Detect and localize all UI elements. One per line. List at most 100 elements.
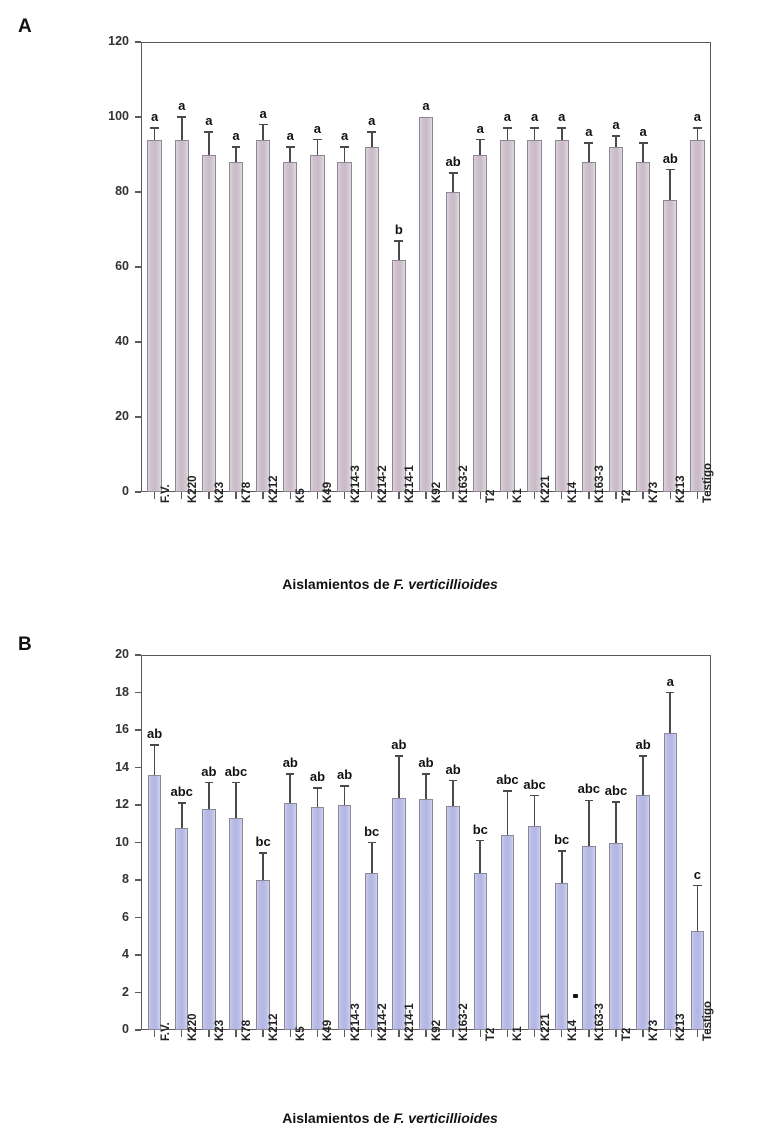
panel-a-x-tick-label: K220 [186,475,199,504]
panel-b-x-tick-mark [153,1030,156,1037]
panel-a-y-tick-label: 20 [115,409,129,423]
error-bar-stem [343,786,346,805]
error-bar-stem [398,240,400,260]
panel-a-x-tick-label: K14 [566,481,579,503]
error-bar-cap [448,779,458,782]
significance-letter: a [639,124,647,140]
error-bar-cap [584,799,594,802]
panel-b-x-tick-label: K213 [675,1013,688,1042]
bar [364,147,379,492]
panel-b-x-tick-label: K163-2 [458,1003,471,1041]
panel-b-x-axis-title: Aislamientos de F. verticillioides [0,1110,780,1126]
significance-letter: a [259,105,267,121]
error-bar-stem [696,885,699,931]
significance-letter: abc [170,784,193,800]
error-bar-stem [560,850,563,883]
bar [391,259,407,492]
panel-a-y-tick-label: 80 [115,184,129,198]
significance-letter: bc [472,821,488,837]
panel-b-x-tick-mark [506,1030,509,1037]
panel-a-x-tick-label: K163-2 [458,465,471,503]
error-bar-cap [285,146,295,148]
significance-letter: abc [523,776,546,792]
error-bar-cap [150,127,160,130]
panel-b-x-tick-mark [452,1030,454,1037]
panel-a-x-tick-label: K5 [295,488,308,503]
significance-letter: a [178,98,186,113]
significance-letter: abc [604,783,628,799]
error-bar-stem [316,139,319,155]
significance-letter: ab [201,763,217,779]
bar [527,825,542,1030]
error-bar-stem [615,802,617,843]
panel-a-x-tick-label: T2 [485,489,498,503]
significance-letter: a [422,98,430,113]
panel-a-x-axis-title: Aislamientos de F. verticillioides [0,576,780,592]
panel-b-x-tick-mark [398,1030,400,1037]
error-bar-cap [231,146,241,148]
error-bar-stem [153,128,156,140]
panel-a-x-tick-label: K214-1 [403,465,416,503]
significance-letter: c [693,866,702,882]
error-bar-stem [479,840,482,874]
panel-b-y-tick-label: 8 [122,872,129,886]
bar [364,872,379,1030]
bar [283,803,298,1030]
panel-a-x-tick-mark [262,492,264,499]
significance-letter: ab [445,154,461,170]
panel-b-x-tick-label: K73 [648,1019,661,1041]
significance-letter: a [530,109,539,125]
panel-a-y-tick-label: 60 [115,259,129,273]
panel-a-y-tick-mark [135,116,141,118]
panel-b-x-tick-label: K212 [268,1013,281,1042]
panel-a-x-axis-title-plain: Aislamientos de [282,576,394,592]
panel-b-x-tick-label: K49 [322,1019,335,1041]
bar [609,842,623,1030]
panel-b-y-tick-mark [135,804,141,806]
error-bar-cap [611,134,621,137]
panel-b-x-axis-title-plain: Aislamientos de [282,1110,394,1126]
panel-b-y-tick-label: 0 [122,1022,129,1036]
panel-b-x-tick-label: T2 [621,1027,633,1041]
significance-letter: a [150,109,159,125]
bar [663,199,678,492]
bar [554,139,569,492]
panel-b-x-tick-label: K23 [213,1019,226,1041]
error-bar-stem [370,842,373,873]
panel-a-x-tick-mark [289,492,291,499]
panel-b-y-tick-mark [135,879,141,881]
significance-letter: bc [554,831,570,847]
error-bar-stem [588,143,590,162]
significance-letter: ab [662,150,678,166]
error-bar-stem [180,117,183,140]
significance-letter: a [313,120,322,136]
error-bar-stem [669,169,672,200]
panel-b-y-tick-label: 20 [115,647,129,661]
panel-a-x-tick-label: K212 [268,475,281,504]
bar [527,139,542,492]
error-bar-cap [530,794,539,797]
panel-b-x-tick-mark [371,1030,373,1037]
error-bar-stem [208,782,210,809]
bar [174,139,189,492]
error-bar-cap [394,239,404,242]
bar [473,154,488,492]
error-bar-stem [208,132,210,155]
error-bar-stem [180,803,183,828]
panel-a-x-tick-mark [398,492,400,499]
panel-a-x-tick-label: K78 [241,481,253,503]
panel-b-x-tick-label: K163-3 [593,1003,606,1041]
error-bar-cap [502,127,512,130]
error-bar-stem [262,124,264,140]
significance-letter: ab [418,755,434,771]
panel-a-y-tick-label: 0 [122,484,129,498]
panel-b-x-tick-mark [533,1030,536,1037]
panel-b-x-tick-label: K214-2 [376,1003,389,1041]
panel-a-x-tick-mark [561,492,563,499]
panel-a-x-tick-mark [235,492,237,499]
panel-b-x-tick-mark [615,1030,617,1037]
error-bar-cap [231,781,241,784]
panel-b-y-tick-mark [135,841,141,844]
error-bar-stem [560,128,563,140]
panel-b-x-tick-label: K214-1 [403,1003,416,1041]
